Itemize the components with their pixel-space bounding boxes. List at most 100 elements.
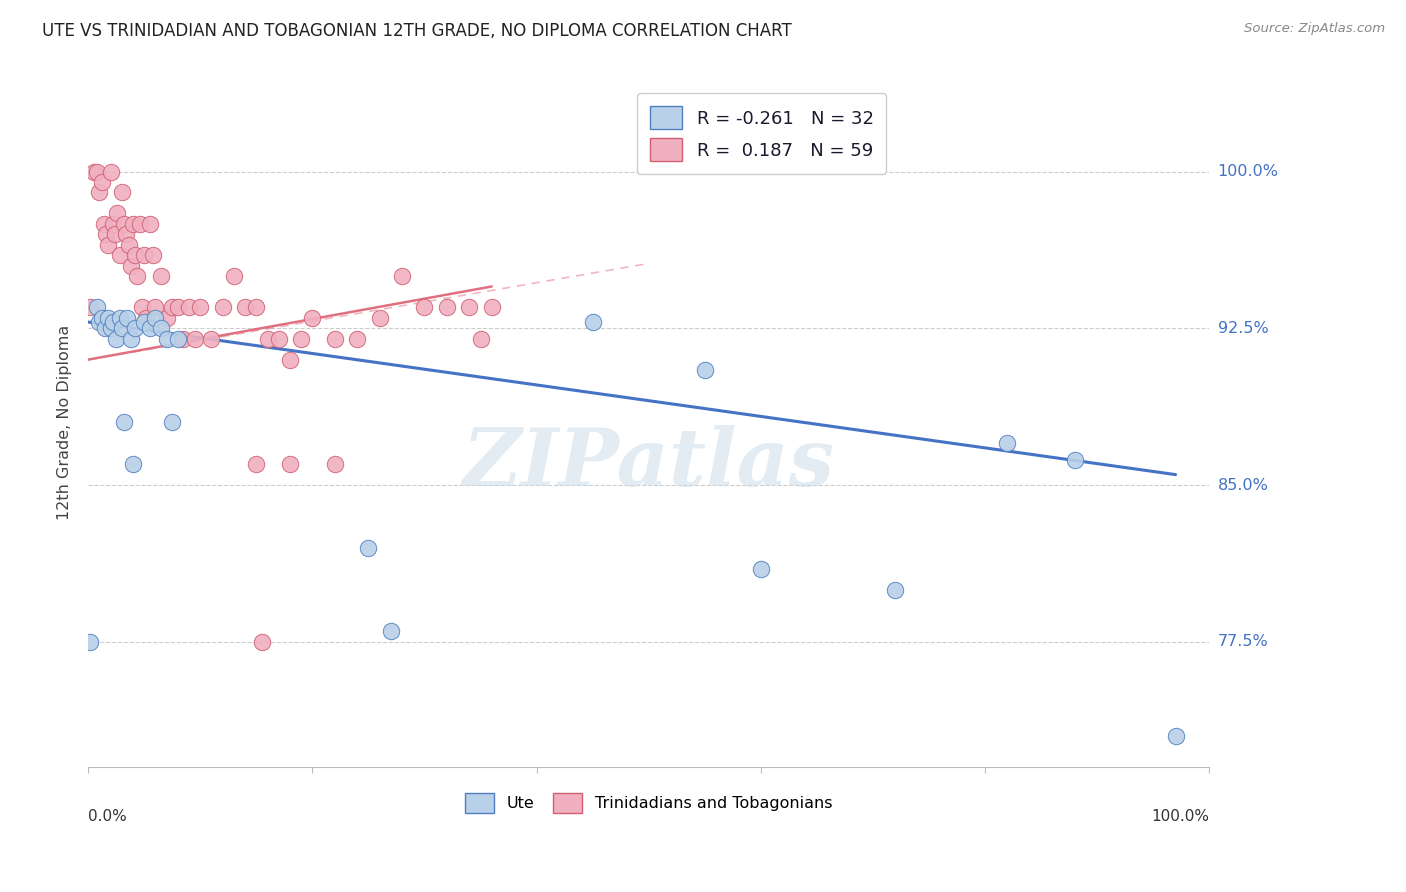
Point	[89, 315, 111, 329]
Point	[142, 248, 165, 262]
Point	[581, 315, 603, 329]
Point	[104, 227, 127, 242]
Point	[172, 332, 194, 346]
Point	[160, 415, 183, 429]
Point	[256, 332, 278, 346]
Point	[90, 310, 112, 325]
Point	[323, 332, 346, 346]
Text: 85.0%: 85.0%	[1218, 477, 1268, 492]
Point	[301, 310, 323, 325]
Point	[122, 217, 145, 231]
Point	[105, 332, 128, 346]
Point	[245, 457, 267, 471]
Point	[200, 332, 222, 346]
Point	[1164, 729, 1187, 743]
Point	[166, 332, 188, 346]
Point	[90, 175, 112, 189]
Point	[86, 301, 108, 315]
Point	[1063, 453, 1085, 467]
Point	[346, 332, 368, 346]
Point	[211, 301, 233, 315]
Point	[156, 310, 179, 325]
Point	[145, 310, 167, 325]
Point	[112, 415, 135, 429]
Point	[120, 332, 142, 346]
Point	[122, 457, 145, 471]
Point	[101, 217, 124, 231]
Point	[135, 310, 157, 325]
Point	[79, 635, 101, 649]
Point	[436, 301, 458, 315]
Point	[222, 268, 245, 283]
Point	[134, 315, 156, 329]
Point	[128, 217, 150, 231]
Point	[233, 301, 256, 315]
Point	[89, 186, 111, 200]
Point	[150, 321, 173, 335]
Text: 100.0%: 100.0%	[1218, 164, 1278, 179]
Point	[245, 301, 267, 315]
Point	[94, 227, 117, 242]
Point	[134, 248, 156, 262]
Point	[111, 186, 134, 200]
Point	[250, 635, 273, 649]
Point	[83, 164, 105, 178]
Point	[357, 541, 380, 555]
Point	[278, 352, 301, 367]
Text: Source: ZipAtlas.com: Source: ZipAtlas.com	[1244, 22, 1385, 36]
Point	[139, 321, 162, 335]
Point	[177, 301, 200, 315]
Point	[117, 237, 139, 252]
Point	[124, 321, 146, 335]
Text: 92.5%: 92.5%	[1218, 321, 1268, 335]
Point	[997, 436, 1019, 450]
Point	[108, 310, 131, 325]
Point	[413, 301, 436, 315]
Point	[112, 217, 135, 231]
Point	[166, 301, 188, 315]
Point	[111, 321, 134, 335]
Point	[139, 217, 162, 231]
Point	[278, 457, 301, 471]
Point	[101, 315, 124, 329]
Point	[93, 217, 115, 231]
Point	[290, 332, 312, 346]
Point	[117, 310, 139, 325]
Point	[94, 321, 117, 335]
Legend: Ute, Trinidadians and Tobagonians: Ute, Trinidadians and Tobagonians	[457, 785, 841, 822]
Text: 0.0%: 0.0%	[89, 809, 127, 823]
Text: 100.0%: 100.0%	[1152, 809, 1209, 823]
Point	[97, 237, 120, 252]
Point	[693, 363, 716, 377]
Point	[86, 164, 108, 178]
Point	[120, 259, 142, 273]
Point	[105, 206, 128, 220]
Point	[131, 301, 153, 315]
Point	[380, 624, 402, 639]
Point	[470, 332, 492, 346]
Point	[749, 562, 772, 576]
Point	[481, 301, 503, 315]
Point	[115, 227, 138, 242]
Point	[458, 301, 481, 315]
Text: 77.5%: 77.5%	[1218, 634, 1268, 649]
Point	[127, 268, 149, 283]
Point	[368, 310, 391, 325]
Point	[79, 301, 101, 315]
Point	[156, 332, 179, 346]
Point	[150, 268, 173, 283]
Point	[97, 310, 120, 325]
Point	[100, 321, 122, 335]
Point	[100, 164, 122, 178]
Point	[323, 457, 346, 471]
Text: UTE VS TRINIDADIAN AND TOBAGONIAN 12TH GRADE, NO DIPLOMA CORRELATION CHART: UTE VS TRINIDADIAN AND TOBAGONIAN 12TH G…	[42, 22, 792, 40]
Y-axis label: 12th Grade, No Diploma: 12th Grade, No Diploma	[58, 325, 72, 520]
Point	[124, 248, 146, 262]
Text: ZIPatlas: ZIPatlas	[463, 425, 835, 502]
Point	[267, 332, 290, 346]
Point	[160, 301, 183, 315]
Point	[884, 582, 907, 597]
Point	[183, 332, 205, 346]
Point	[188, 301, 211, 315]
Point	[145, 301, 167, 315]
